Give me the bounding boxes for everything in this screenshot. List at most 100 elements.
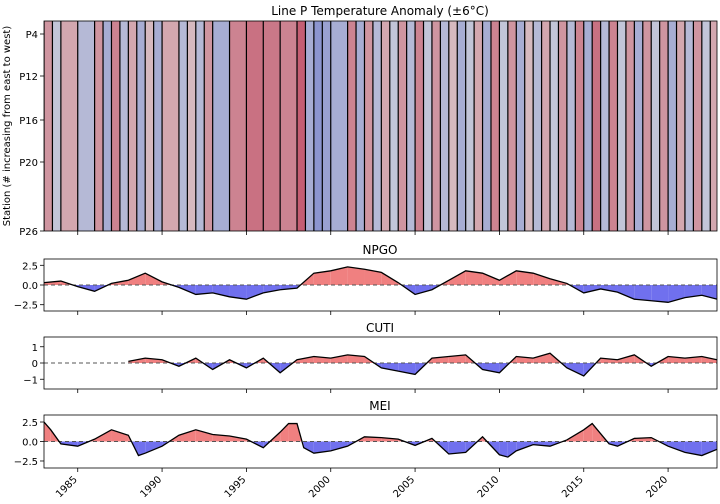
positive-fill (499, 270, 517, 285)
heatmap-cell (364, 21, 374, 231)
heatmap-cell (204, 21, 213, 231)
negative-fill (701, 441, 717, 456)
heatmap-cell (533, 21, 542, 231)
positive-fill (516, 270, 534, 285)
negative-fill (138, 441, 146, 456)
npgo-frame (43, 258, 718, 312)
heatmap-cell (583, 21, 593, 231)
negative-fill (499, 441, 508, 458)
heatmap-cell (701, 21, 711, 231)
negative-fill (330, 441, 348, 451)
mei-panel: MEI 2.5 0.0 −2.5 (14, 399, 718, 472)
positive-fill (128, 273, 146, 285)
positive-fill (592, 423, 601, 442)
negative-fill (195, 285, 213, 295)
positive-fill (297, 356, 314, 363)
heatmap-cell (103, 21, 112, 231)
positive-fill (313, 270, 331, 285)
heatmap-cell (297, 21, 306, 231)
y-tick-label: −2.5 (14, 457, 38, 468)
negative-fill (482, 363, 500, 373)
heatmap-cell (710, 21, 717, 231)
heatmap-cell (372, 21, 382, 231)
heatmap-cell (162, 21, 180, 231)
heatmap-cell (474, 21, 483, 231)
heatmap-cell (642, 21, 652, 231)
negative-fill (313, 441, 331, 454)
positive-fill (701, 356, 717, 363)
negative-fill (684, 441, 702, 456)
heatmap-cell (684, 21, 694, 231)
heatmap-cell (693, 21, 703, 231)
positive-fill (347, 354, 365, 363)
y-tick-label: −1 (23, 375, 38, 386)
heatmap-y-tick-label: P4 (26, 30, 38, 41)
y-tick-label: 1 (32, 343, 38, 354)
heatmap-cell (52, 21, 62, 231)
heatmap-cell (566, 21, 576, 231)
positive-fill (195, 429, 213, 442)
heatmap-cell (617, 21, 627, 231)
cuti-panel: CUTI 1 0 −1 (23, 321, 718, 393)
heatmap-cell (507, 21, 517, 231)
heatmap-cell (136, 21, 146, 231)
x-tick-label: 2010 (476, 474, 502, 500)
negative-fill (280, 285, 298, 290)
positive-fill (178, 429, 196, 442)
area-body (44, 421, 717, 458)
heatmap-cell (229, 21, 247, 231)
heatmap-cell (482, 21, 492, 231)
y-tick-label: 2.5 (22, 261, 38, 272)
negative-fill (583, 285, 601, 293)
heatmap-cell (305, 21, 315, 231)
heatmap-cell (465, 21, 475, 231)
positive-fill (288, 423, 298, 442)
heatmap-cell (178, 21, 188, 231)
shared-x-axis: 1985 1990 1995 2000 2005 2010 2015 2020 (54, 474, 670, 500)
series-line (128, 352, 717, 377)
x-tick-label: 1990 (138, 474, 164, 500)
heatmap-cell (625, 21, 635, 231)
positive-fill (145, 273, 163, 285)
heatmap-cell (499, 21, 509, 231)
positive-fill (44, 422, 51, 442)
heatmap-cells (44, 21, 717, 231)
heatmap-y-axis-label: Station (# increasing from east to west) (2, 26, 13, 227)
npgo-plot-area: 2.5 0.0 −2.5 (14, 261, 717, 315)
heatmap-cell (651, 21, 660, 231)
heatmap-cell (145, 21, 154, 231)
heatmap-cell (263, 21, 281, 231)
positive-fill (364, 269, 382, 285)
negative-fill (617, 285, 635, 300)
positive-fill (330, 266, 348, 285)
positive-fill (533, 353, 551, 363)
y-tick-label: 0.0 (22, 281, 38, 292)
heatmap-cell (550, 21, 559, 231)
heatmap-cell (676, 21, 686, 231)
mei-frame (43, 414, 718, 469)
heatmap-cell (77, 21, 95, 231)
negative-fill (448, 441, 466, 454)
negative-fill (566, 363, 584, 376)
x-tick-label: 2020 (644, 474, 670, 500)
heatmap-cell (431, 21, 441, 231)
y-tick-label: 0 (32, 359, 38, 370)
temperature-anomaly-panel: Line P Temperature Anomaly (±6°C) Statio… (2, 4, 718, 238)
heatmap-y-tick-label: P16 (19, 116, 38, 127)
positive-fill (533, 273, 551, 285)
heatmap-cell (541, 21, 551, 231)
negative-fill (246, 285, 264, 300)
heatmap-y-ticks: P4 P12 P16 P20 P26 (19, 30, 669, 238)
heatmap-cell (634, 21, 644, 231)
negative-fill (415, 285, 432, 295)
positive-fill (465, 270, 483, 285)
positive-fill (280, 423, 289, 442)
heatmap-cell (381, 21, 391, 231)
series-line (44, 266, 717, 303)
negative-fill (684, 285, 702, 298)
heatmap-frame (43, 20, 718, 232)
x-tick-label: 1985 (54, 474, 80, 500)
heatmap-cell (330, 21, 348, 231)
positive-fill (617, 354, 635, 363)
